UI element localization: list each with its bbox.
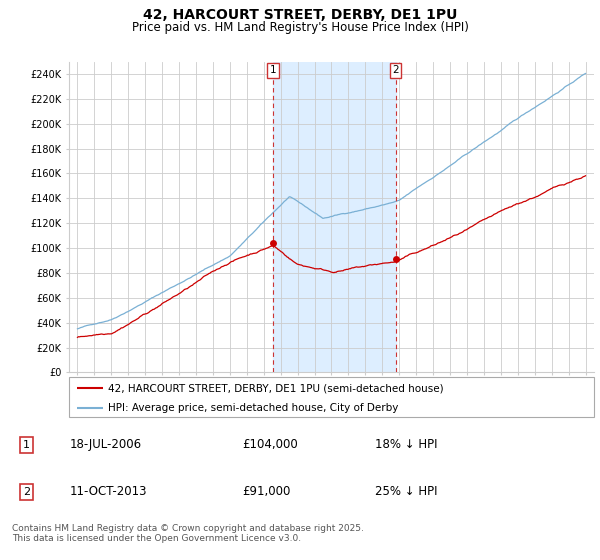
Text: £104,000: £104,000 (242, 438, 298, 451)
Text: Contains HM Land Registry data © Crown copyright and database right 2025.
This d: Contains HM Land Registry data © Crown c… (12, 524, 364, 543)
Text: 42, HARCOURT STREET, DERBY, DE1 1PU (semi-detached house): 42, HARCOURT STREET, DERBY, DE1 1PU (sem… (109, 383, 444, 393)
Text: 11-OCT-2013: 11-OCT-2013 (70, 485, 147, 498)
Text: 42, HARCOURT STREET, DERBY, DE1 1PU: 42, HARCOURT STREET, DERBY, DE1 1PU (143, 8, 457, 22)
Text: 1: 1 (23, 440, 30, 450)
Text: 18-JUL-2006: 18-JUL-2006 (70, 438, 142, 451)
Bar (273, 62, 395, 372)
FancyBboxPatch shape (69, 377, 594, 417)
Text: HPI: Average price, semi-detached house, City of Derby: HPI: Average price, semi-detached house,… (109, 403, 399, 413)
Text: 25% ↓ HPI: 25% ↓ HPI (375, 485, 437, 498)
Text: £91,000: £91,000 (242, 485, 291, 498)
Text: 2: 2 (392, 66, 399, 75)
Text: Price paid vs. HM Land Registry's House Price Index (HPI): Price paid vs. HM Land Registry's House … (131, 21, 469, 34)
Text: 2: 2 (23, 487, 30, 497)
Text: 18% ↓ HPI: 18% ↓ HPI (375, 438, 437, 451)
Text: 1: 1 (269, 66, 276, 75)
